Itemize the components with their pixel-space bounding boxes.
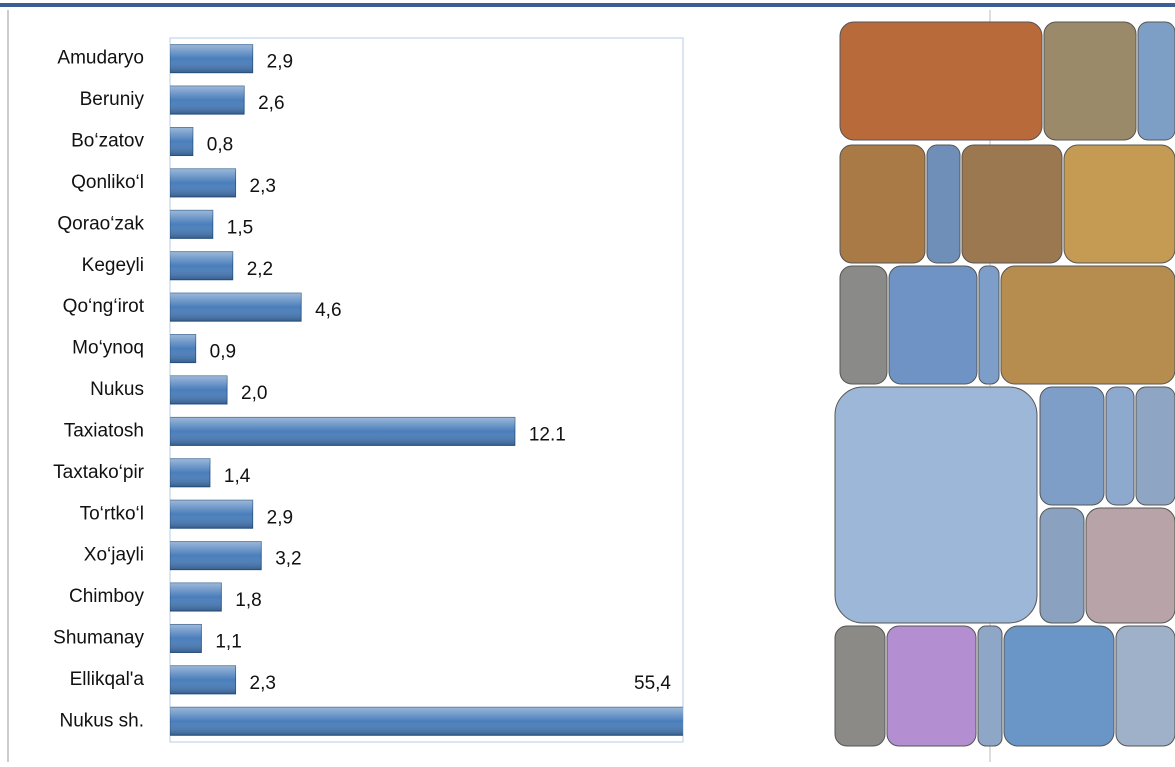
value-label: 4,6 — [315, 300, 341, 321]
value-label: 0,9 — [210, 342, 236, 363]
photo-collage — [834, 21, 1175, 747]
bar-sheen — [170, 127, 193, 156]
value-label: 1,5 — [227, 217, 253, 238]
category-label: Bo‘zatov — [71, 131, 144, 152]
category-label: Qo‘ng‘irot — [63, 296, 145, 317]
value-label: 2,3 — [250, 673, 276, 694]
category-label: Ellikqal'a — [70, 669, 145, 690]
bar-sheen — [170, 293, 302, 322]
category-label: Taxiatosh — [64, 420, 144, 441]
category-label: Nukus — [90, 379, 144, 400]
bar-sheen — [170, 541, 262, 570]
bar-sheen — [170, 376, 227, 404]
category-label: Kegeyli — [82, 255, 144, 276]
value-label: 12.1 — [529, 424, 566, 445]
value-label: 2,6 — [258, 93, 284, 114]
value-label: 55,4 — [634, 673, 671, 694]
bar-sheen — [170, 458, 210, 487]
top-rule — [0, 3, 1175, 7]
category-label: Taxtako‘pir — [53, 462, 144, 483]
value-label: 2,9 — [267, 52, 293, 73]
bars — [170, 44, 683, 736]
bar-sheen — [170, 334, 196, 363]
category-label: Beruniy — [80, 89, 145, 110]
category-label: Qorao‘zak — [57, 213, 144, 234]
value-label: 0,8 — [207, 135, 233, 156]
category-label: Qonliko‘l — [71, 172, 144, 193]
bar-sheen — [170, 168, 236, 197]
category-label: Shumanay — [53, 627, 144, 648]
bar-sheen — [170, 665, 236, 694]
value-label: 1,8 — [235, 590, 261, 611]
bar-sheen — [170, 624, 202, 653]
bar-sheen — [170, 44, 253, 73]
value-label: 1,4 — [224, 466, 251, 487]
value-label: 2,0 — [241, 383, 267, 404]
category-label: Xo‘jayli — [84, 545, 144, 566]
bar-sheen — [170, 583, 222, 612]
bar-sheen — [170, 86, 245, 115]
bar-sheen — [170, 210, 213, 239]
bar-sheen — [170, 251, 233, 280]
value-label: 2,3 — [250, 176, 276, 197]
value-label: 1,1 — [215, 631, 241, 652]
value-label: 2,2 — [247, 259, 273, 280]
bar-sheen — [170, 500, 253, 529]
category-label: To‘rtko‘l — [80, 503, 144, 524]
category-label: Nukus sh. — [60, 710, 144, 731]
value-label: 3,2 — [275, 549, 301, 570]
category-label: Chimboy — [69, 586, 144, 607]
category-label: Mo‘ynoq — [72, 338, 144, 359]
bar-sheen — [170, 707, 683, 736]
category-label: Amudaryo — [57, 48, 144, 69]
value-label: 2,9 — [267, 507, 293, 528]
bar-sheen — [170, 417, 515, 446]
